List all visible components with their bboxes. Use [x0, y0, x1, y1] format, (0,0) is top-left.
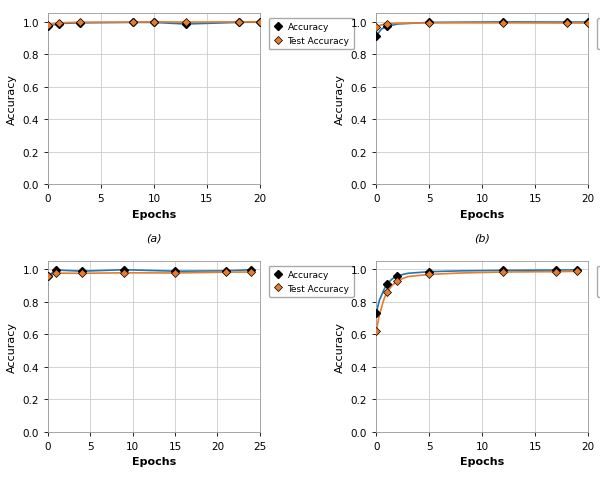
- Line: Accuracy: Accuracy: [45, 20, 263, 30]
- Test Accuracy: [76, 20, 83, 26]
- Accuracy: [129, 21, 136, 26]
- Accuracy: [150, 21, 157, 26]
- Y-axis label: Accuracy: Accuracy: [7, 74, 17, 125]
- Test Accuracy: [44, 274, 52, 279]
- Test Accuracy: [182, 20, 189, 26]
- Legend: Accuracy, Test Accuracy: Accuracy, Test Accuracy: [597, 19, 600, 50]
- X-axis label: Epochs: Epochs: [132, 456, 176, 467]
- Test Accuracy: [55, 21, 62, 27]
- Accuracy: [78, 269, 85, 275]
- Test Accuracy: [121, 270, 128, 276]
- Accuracy: [76, 21, 83, 27]
- Legend: Accuracy, Test Accuracy: Accuracy, Test Accuracy: [269, 266, 354, 298]
- Test Accuracy: [256, 20, 263, 25]
- Accuracy: [553, 267, 560, 273]
- Legend: Accuracy, Test Accuracy: Accuracy, Test Accuracy: [269, 19, 354, 50]
- X-axis label: Epochs: Epochs: [460, 209, 504, 219]
- Accuracy: [222, 268, 229, 274]
- Test Accuracy: [222, 270, 229, 276]
- Test Accuracy: [394, 278, 401, 284]
- Test Accuracy: [425, 272, 433, 278]
- Line: Accuracy: Accuracy: [45, 267, 254, 279]
- Test Accuracy: [574, 269, 581, 275]
- Test Accuracy: [235, 20, 242, 26]
- Test Accuracy: [53, 271, 60, 276]
- Test Accuracy: [373, 25, 380, 31]
- Line: Test Accuracy: Test Accuracy: [45, 270, 254, 279]
- Accuracy: [44, 24, 52, 30]
- Accuracy: [235, 21, 242, 26]
- Test Accuracy: [150, 20, 157, 26]
- Accuracy: [121, 267, 128, 273]
- Y-axis label: Accuracy: Accuracy: [335, 74, 345, 125]
- Test Accuracy: [383, 289, 391, 295]
- Y-axis label: Accuracy: Accuracy: [7, 321, 17, 372]
- Accuracy: [172, 269, 179, 275]
- Accuracy: [44, 273, 52, 279]
- Test Accuracy: [78, 271, 85, 276]
- Accuracy: [584, 20, 592, 26]
- Text: (b): (b): [474, 233, 490, 242]
- Accuracy: [383, 24, 391, 30]
- Accuracy: [373, 311, 380, 316]
- Test Accuracy: [553, 269, 560, 275]
- Accuracy: [55, 22, 62, 27]
- Line: Test Accuracy: Test Accuracy: [373, 269, 580, 334]
- Legend: Accuracy, Test Accuracy: Accuracy, Test Accuracy: [597, 266, 600, 298]
- Y-axis label: Accuracy: Accuracy: [335, 321, 345, 372]
- Accuracy: [373, 34, 380, 40]
- Accuracy: [394, 273, 401, 279]
- Accuracy: [425, 21, 433, 26]
- Test Accuracy: [44, 23, 52, 29]
- Line: Test Accuracy: Test Accuracy: [45, 20, 263, 28]
- Line: Test Accuracy: Test Accuracy: [373, 21, 591, 31]
- Text: (a): (a): [146, 233, 161, 242]
- Test Accuracy: [500, 270, 507, 276]
- Test Accuracy: [584, 21, 592, 27]
- Test Accuracy: [373, 328, 380, 334]
- Test Accuracy: [248, 270, 255, 276]
- Line: Accuracy: Accuracy: [373, 267, 580, 316]
- Test Accuracy: [172, 271, 179, 276]
- Test Accuracy: [563, 21, 571, 27]
- Accuracy: [53, 267, 60, 273]
- Accuracy: [500, 268, 507, 274]
- Line: Accuracy: Accuracy: [373, 20, 591, 39]
- Test Accuracy: [383, 22, 391, 27]
- Accuracy: [500, 20, 507, 26]
- Accuracy: [256, 20, 263, 26]
- Accuracy: [425, 269, 433, 275]
- Test Accuracy: [425, 21, 433, 27]
- Test Accuracy: [129, 20, 136, 26]
- Test Accuracy: [500, 21, 507, 27]
- Accuracy: [248, 267, 255, 273]
- Accuracy: [383, 281, 391, 287]
- X-axis label: Epochs: Epochs: [132, 209, 176, 219]
- X-axis label: Epochs: Epochs: [460, 456, 504, 467]
- Accuracy: [563, 20, 571, 26]
- Accuracy: [182, 22, 189, 28]
- Accuracy: [574, 267, 581, 273]
